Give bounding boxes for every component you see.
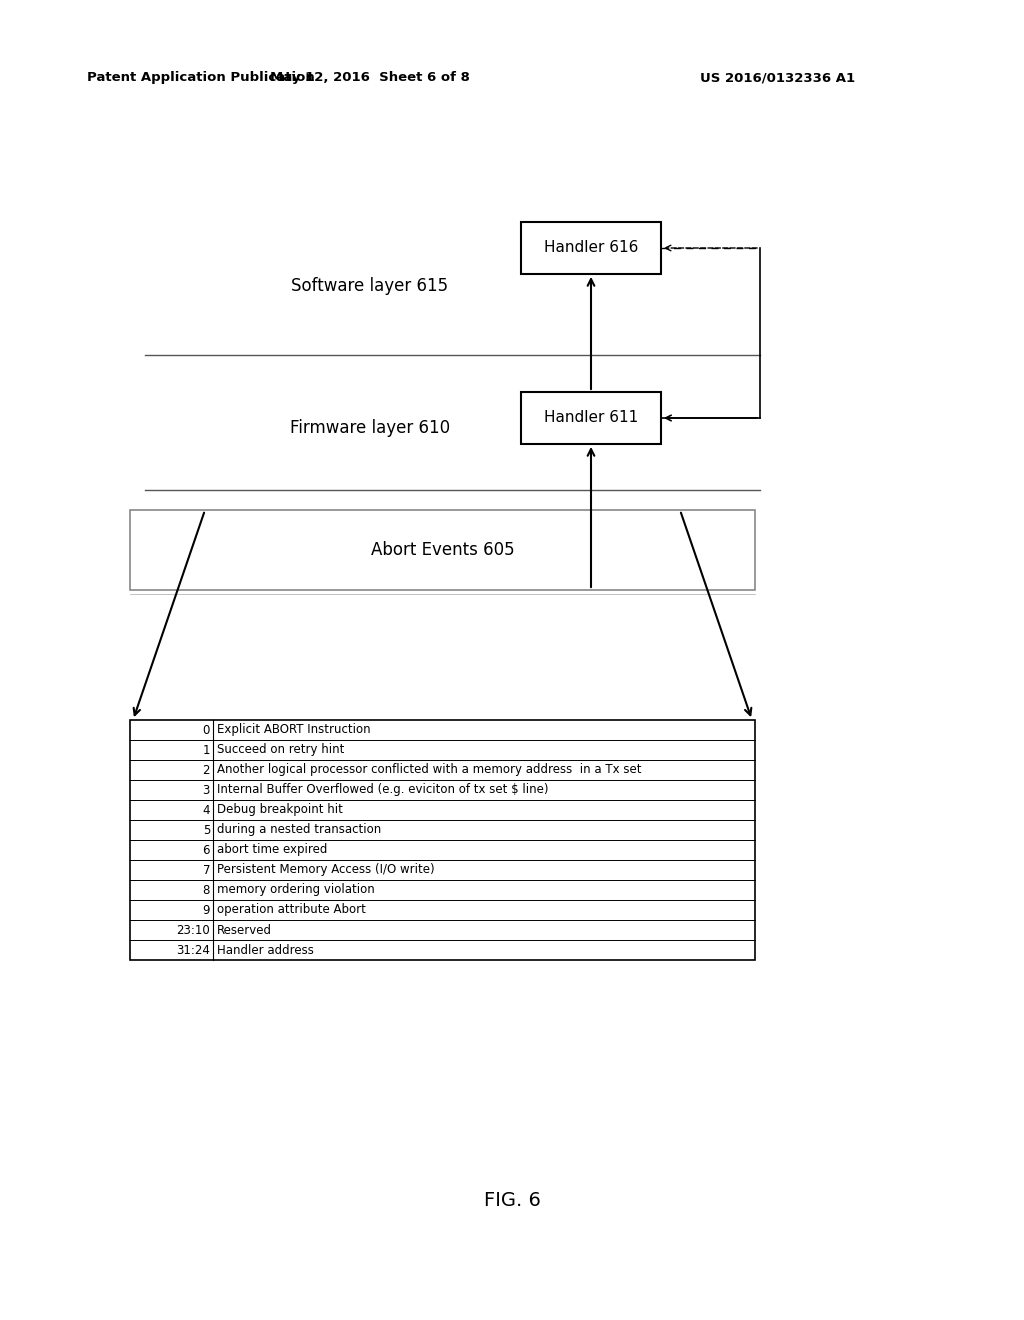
Text: 3: 3 bbox=[203, 784, 210, 796]
Bar bbox=[130, 719, 755, 960]
Text: 23:10: 23:10 bbox=[176, 924, 210, 936]
Bar bbox=[130, 510, 755, 590]
Text: 31:24: 31:24 bbox=[176, 944, 210, 957]
Text: Handler 616: Handler 616 bbox=[544, 240, 638, 256]
Text: during a nested transaction: during a nested transaction bbox=[217, 824, 381, 837]
Text: Another logical processor conflicted with a memory address  in a Tx set: Another logical processor conflicted wit… bbox=[217, 763, 641, 776]
Text: 9: 9 bbox=[203, 903, 210, 916]
Text: Debug breakpoint hit: Debug breakpoint hit bbox=[217, 804, 343, 817]
Text: 7: 7 bbox=[203, 863, 210, 876]
Text: Reserved: Reserved bbox=[217, 924, 272, 936]
Text: Handler 611: Handler 611 bbox=[544, 411, 638, 425]
Bar bbox=[521, 222, 662, 275]
Text: Firmware layer 610: Firmware layer 610 bbox=[290, 418, 451, 437]
Bar bbox=[521, 392, 662, 444]
Text: memory ordering violation: memory ordering violation bbox=[217, 883, 375, 896]
Text: Succeed on retry hint: Succeed on retry hint bbox=[217, 743, 344, 756]
Text: Explicit ABORT Instruction: Explicit ABORT Instruction bbox=[217, 723, 371, 737]
Text: Persistent Memory Access (I/O write): Persistent Memory Access (I/O write) bbox=[217, 863, 434, 876]
Text: US 2016/0132336 A1: US 2016/0132336 A1 bbox=[700, 71, 855, 84]
Text: 8: 8 bbox=[203, 883, 210, 896]
Text: abort time expired: abort time expired bbox=[217, 843, 328, 857]
Text: 2: 2 bbox=[203, 763, 210, 776]
Text: Abort Events 605: Abort Events 605 bbox=[371, 541, 514, 558]
Text: May 12, 2016  Sheet 6 of 8: May 12, 2016 Sheet 6 of 8 bbox=[270, 71, 470, 84]
Text: Software layer 615: Software layer 615 bbox=[292, 277, 449, 294]
Text: 5: 5 bbox=[203, 824, 210, 837]
Text: Internal Buffer Overflowed (e.g. eviciton of tx set $ line): Internal Buffer Overflowed (e.g. evicito… bbox=[217, 784, 549, 796]
Text: Handler address: Handler address bbox=[217, 944, 314, 957]
Text: 1: 1 bbox=[203, 743, 210, 756]
Text: 6: 6 bbox=[203, 843, 210, 857]
Text: Patent Application Publication: Patent Application Publication bbox=[87, 71, 314, 84]
Text: operation attribute Abort: operation attribute Abort bbox=[217, 903, 366, 916]
Text: 0: 0 bbox=[203, 723, 210, 737]
Text: 4: 4 bbox=[203, 804, 210, 817]
Text: FIG. 6: FIG. 6 bbox=[483, 1191, 541, 1209]
